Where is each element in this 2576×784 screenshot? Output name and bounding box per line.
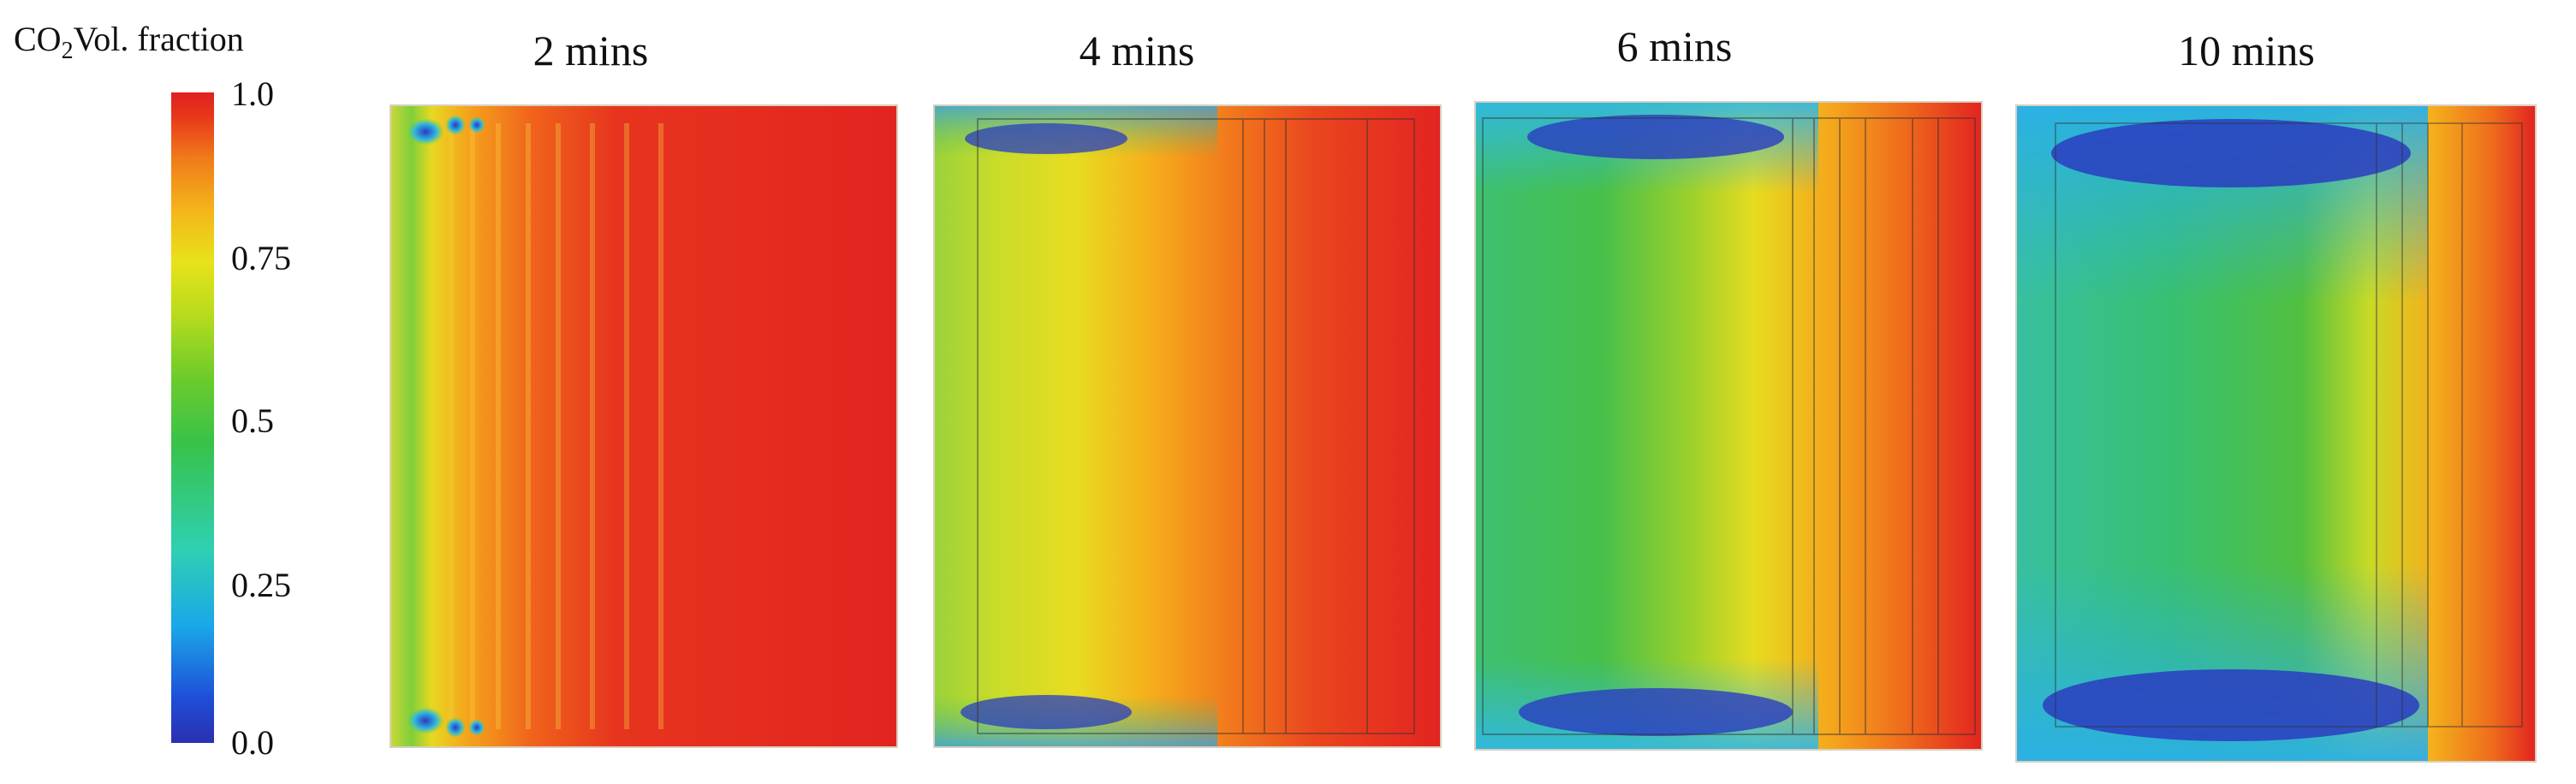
colorbar-tick-1-0: 1.0 [231,74,274,113]
colorbar-title: CO2Vol. fraction [14,19,244,65]
contour-panel-10-mins [2015,104,2537,763]
colorbar-tick-0-0: 0.0 [231,723,274,762]
panel-title-10-mins: 10 mins [2178,27,2315,74]
colorbar-tick-0-5: 0.5 [231,401,274,440]
panel-title-2-mins: 2 mins [532,27,649,74]
panel-title-4-mins: 4 mins [1079,27,1195,74]
contour-plot-2-mins [391,106,896,746]
colorbar-title-main: CO [14,20,62,58]
colorbar [171,92,214,743]
contour-panel-2-mins [390,104,898,748]
colorbar-tick-0-25: 0.25 [231,566,291,604]
colorbar-tick-0-75: 0.75 [231,239,291,277]
contour-plot-10-mins [2017,106,2535,761]
contour-plot-6-mins [1476,103,1981,749]
contour-panel-6-mins [1474,101,1983,751]
contour-plot-4-mins [935,106,1440,746]
colorbar-title-subscript: 2 [61,38,74,64]
panel-title-6-mins: 6 mins [1616,22,1733,70]
contour-panel-4-mins [933,104,1442,748]
colorbar-title-rest: Vol. fraction [73,20,244,58]
